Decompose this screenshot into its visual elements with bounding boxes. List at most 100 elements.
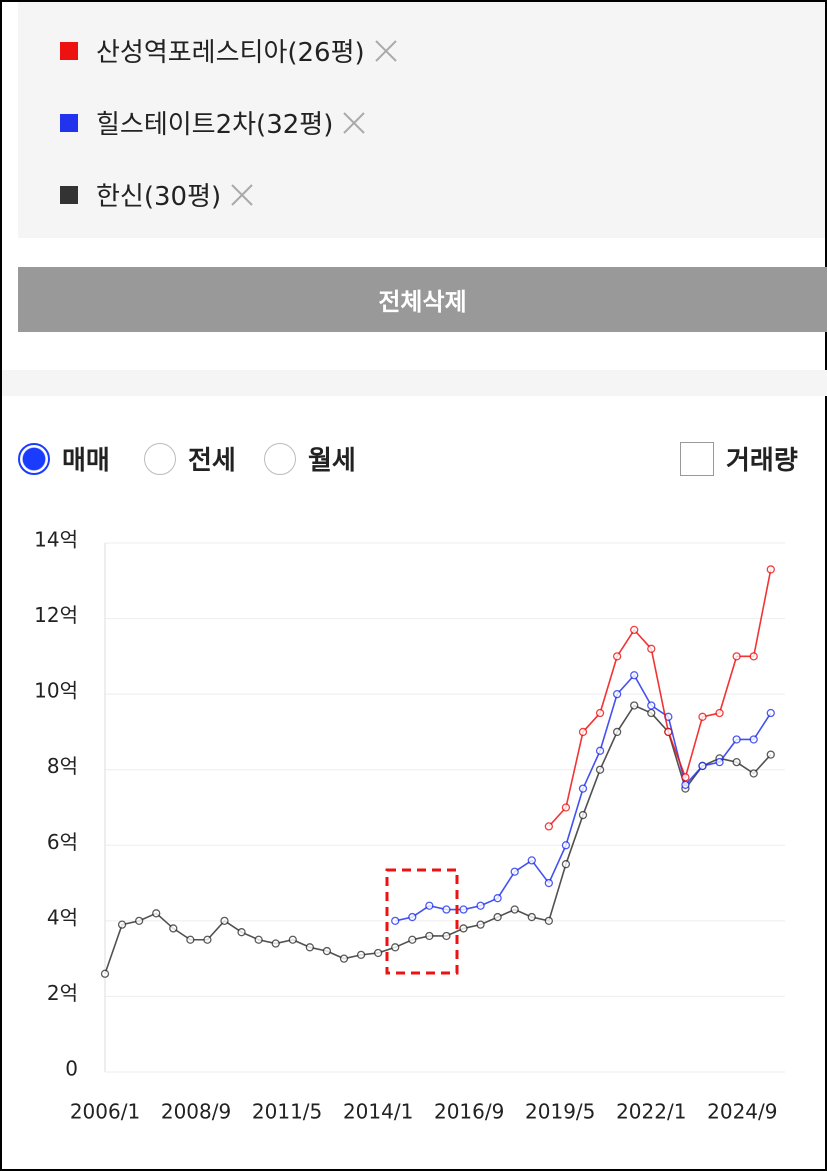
legend-label: 힐스테이트2차(32평) (96, 110, 334, 140)
data-point (595, 746, 605, 755)
x-tick-label: 2008/9 (161, 1100, 231, 1124)
data-point (732, 758, 741, 767)
remove-icon[interactable] (373, 38, 399, 64)
data-point (630, 701, 639, 710)
data-point (698, 712, 707, 721)
data-point (220, 916, 229, 926)
data-point (493, 912, 502, 922)
data-point (134, 916, 144, 926)
data-point (766, 565, 775, 574)
data-point (493, 894, 502, 903)
series-line (395, 673, 772, 922)
y-tick-label: 0 (65, 1057, 78, 1081)
data-point (442, 905, 451, 914)
radio-circle[interactable] (144, 442, 176, 475)
data-point (391, 916, 400, 926)
data-point (681, 780, 690, 789)
data-point (647, 644, 656, 653)
data-point (476, 901, 485, 910)
data-point (766, 708, 775, 718)
legend-swatch (60, 41, 78, 60)
data-point (527, 912, 536, 922)
data-point (732, 735, 741, 744)
data-point (356, 950, 366, 960)
data-point (749, 769, 758, 778)
data-point (561, 803, 571, 812)
data-point (749, 652, 758, 661)
radio-option[interactable]: 매매 (18, 440, 110, 477)
legend-swatch (60, 113, 78, 132)
data-point (476, 920, 485, 929)
data-point (254, 935, 263, 944)
data-point (459, 924, 468, 933)
separator (2, 370, 827, 396)
y-tick-label: 2억 (47, 981, 78, 1005)
data-point (578, 784, 588, 793)
radio-circle[interactable] (18, 442, 50, 475)
data-point (647, 708, 656, 718)
series-line (104, 704, 772, 975)
data-point (578, 727, 588, 737)
radio-option[interactable]: 전세 (144, 440, 236, 477)
data-point (612, 652, 622, 661)
data-point (100, 969, 110, 978)
radio-label: 매매 (62, 446, 110, 476)
radio-label: 전세 (188, 446, 236, 476)
remove-icon[interactable] (341, 110, 367, 136)
data-point (510, 905, 519, 914)
legend-item: 힐스테이트2차(32평) (60, 104, 367, 141)
data-point (681, 773, 690, 782)
legend-panel: 산성역포레스티아(26평) 힐스테이트2차(32평) 한신(30평) (18, 2, 825, 238)
x-tick-label: 2014/1 (343, 1100, 413, 1124)
data-point (544, 916, 553, 926)
y-tick-label: 14억 (34, 528, 78, 552)
data-point (664, 727, 673, 737)
radio-option[interactable]: 월세 (264, 440, 356, 477)
legend-item: 한신(30평) (60, 176, 255, 213)
data-point (373, 948, 383, 958)
data-point (698, 761, 707, 771)
volume-checkbox[interactable]: 거래량 (680, 440, 798, 477)
data-point (561, 841, 571, 850)
x-tick-label: 2022/1 (616, 1100, 686, 1124)
data-point (561, 860, 571, 869)
series-line (548, 569, 772, 827)
data-point (578, 810, 588, 820)
data-point (339, 954, 349, 963)
y-tick-label: 6억 (47, 830, 78, 854)
legend-item: 산성역포레스티아(26평) (60, 32, 399, 69)
legend-label: 산성역포레스티아(26평) (96, 38, 365, 68)
checkbox-box[interactable] (680, 441, 714, 476)
y-tick-label: 4억 (47, 905, 78, 929)
x-tick-label: 2024/9 (707, 1100, 777, 1124)
delete-all-button[interactable]: 전체삭제 (18, 267, 827, 332)
data-point (271, 939, 280, 948)
checkbox-label: 거래량 (726, 446, 798, 476)
y-tick-label: 10억 (34, 679, 78, 703)
data-point (510, 867, 519, 876)
data-point (630, 671, 639, 680)
data-point (732, 652, 741, 661)
data-point (715, 708, 724, 718)
x-tick-label: 2011/5 (252, 1100, 322, 1124)
x-tick-label: 2016/9 (434, 1100, 504, 1124)
x-tick-label: 2006/1 (70, 1100, 140, 1124)
y-tick-label: 8억 (47, 754, 78, 778)
data-point (305, 943, 315, 952)
radio-label: 월세 (308, 446, 356, 476)
data-point (766, 750, 775, 759)
data-point (237, 928, 246, 937)
data-point (117, 920, 127, 929)
data-point (595, 708, 605, 718)
data-point (169, 924, 178, 933)
data-point (612, 689, 622, 699)
data-point (391, 943, 400, 952)
radio-circle[interactable] (264, 442, 296, 475)
data-point (186, 935, 195, 944)
data-point (715, 758, 724, 767)
data-point (595, 765, 605, 774)
remove-icon[interactable] (229, 182, 255, 208)
data-point (408, 935, 417, 944)
data-point (749, 735, 758, 744)
